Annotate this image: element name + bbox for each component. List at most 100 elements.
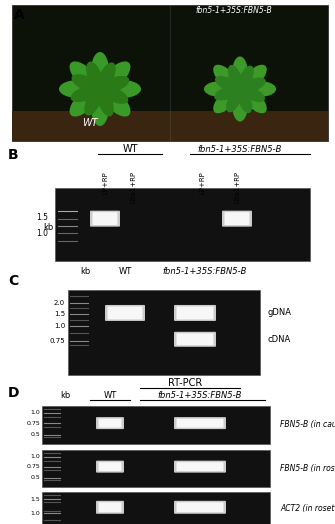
Ellipse shape: [232, 88, 248, 122]
Text: 1.5: 1.5: [36, 213, 48, 222]
Bar: [55, 188, 310, 261]
Ellipse shape: [238, 88, 252, 113]
Ellipse shape: [241, 78, 266, 92]
Ellipse shape: [213, 65, 240, 91]
Ellipse shape: [97, 88, 114, 116]
Text: ACT2 (in rosette): ACT2 (in rosette): [280, 505, 335, 514]
Bar: [12, 111, 328, 141]
Text: 1.5: 1.5: [54, 311, 65, 317]
FancyBboxPatch shape: [96, 501, 124, 514]
FancyBboxPatch shape: [174, 332, 216, 347]
Text: 0.75: 0.75: [49, 338, 65, 344]
Text: LBa1+RP: LBa1+RP: [234, 171, 240, 203]
Ellipse shape: [86, 61, 103, 90]
Ellipse shape: [241, 86, 265, 102]
Ellipse shape: [84, 88, 102, 116]
FancyBboxPatch shape: [177, 503, 223, 512]
Text: LP+RP: LP+RP: [102, 171, 108, 194]
Bar: [42, 450, 270, 487]
Text: WT: WT: [104, 391, 117, 400]
Bar: [12, 5, 328, 141]
Bar: [12, 5, 328, 141]
Text: kb: kb: [60, 391, 70, 400]
Ellipse shape: [243, 81, 276, 97]
FancyBboxPatch shape: [177, 333, 213, 345]
Text: 0.75: 0.75: [26, 464, 40, 469]
Text: FBN5-B (in rosette): FBN5-B (in rosette): [280, 464, 335, 473]
Text: 1.0: 1.0: [54, 323, 65, 329]
Ellipse shape: [91, 88, 109, 126]
Text: 1.0: 1.0: [30, 510, 40, 516]
Text: B: B: [8, 148, 19, 162]
FancyBboxPatch shape: [177, 307, 213, 320]
Text: C: C: [8, 274, 18, 288]
Ellipse shape: [241, 65, 267, 91]
Text: 1.0: 1.0: [30, 454, 40, 459]
Ellipse shape: [59, 80, 97, 98]
Ellipse shape: [204, 81, 238, 97]
Text: fbn5-1+35S:FBN5-B: fbn5-1+35S:FBN5-B: [195, 6, 272, 15]
FancyBboxPatch shape: [224, 212, 250, 225]
Text: WT: WT: [118, 267, 132, 276]
Ellipse shape: [238, 66, 254, 90]
Ellipse shape: [91, 52, 109, 90]
FancyBboxPatch shape: [177, 419, 223, 428]
FancyBboxPatch shape: [174, 417, 226, 429]
Text: fbn5-1+35S:FBN5-B: fbn5-1+35S:FBN5-B: [198, 145, 282, 154]
Text: WT: WT: [82, 118, 97, 128]
Text: RT-PCR: RT-PCR: [168, 378, 202, 388]
Ellipse shape: [101, 61, 130, 91]
Ellipse shape: [101, 76, 129, 93]
Ellipse shape: [214, 86, 239, 101]
Text: D: D: [8, 386, 19, 400]
Text: 0.5: 0.5: [30, 432, 40, 437]
Text: 0.5: 0.5: [30, 475, 40, 481]
Text: 1.0: 1.0: [36, 228, 48, 237]
FancyBboxPatch shape: [108, 307, 142, 320]
FancyBboxPatch shape: [98, 462, 122, 471]
Ellipse shape: [71, 85, 99, 102]
Ellipse shape: [228, 65, 243, 90]
FancyBboxPatch shape: [177, 462, 223, 471]
FancyBboxPatch shape: [90, 211, 120, 227]
FancyBboxPatch shape: [174, 305, 216, 321]
Text: LBa1+RP: LBa1+RP: [130, 171, 136, 203]
Ellipse shape: [98, 62, 116, 90]
Text: kb: kb: [43, 223, 53, 232]
Text: kb: kb: [80, 267, 90, 276]
Bar: [42, 492, 270, 524]
Text: cDNA: cDNA: [268, 335, 291, 344]
Text: 2.0: 2.0: [54, 300, 65, 305]
FancyBboxPatch shape: [98, 419, 122, 428]
Text: fbn5-1+35S:FBN5-B: fbn5-1+35S:FBN5-B: [158, 391, 242, 400]
Text: LP+RP: LP+RP: [199, 171, 205, 194]
Ellipse shape: [70, 61, 99, 91]
FancyBboxPatch shape: [105, 305, 145, 321]
Text: gDNA: gDNA: [268, 309, 292, 318]
Ellipse shape: [241, 87, 267, 113]
Ellipse shape: [226, 88, 242, 113]
FancyBboxPatch shape: [174, 501, 226, 514]
Ellipse shape: [213, 87, 240, 113]
Text: A: A: [14, 8, 25, 22]
Text: fbn5-1+35S:FBN5-B: fbn5-1+35S:FBN5-B: [163, 267, 247, 276]
FancyBboxPatch shape: [222, 211, 252, 227]
Text: 0.75: 0.75: [26, 421, 40, 425]
Ellipse shape: [70, 87, 99, 117]
FancyBboxPatch shape: [92, 212, 118, 225]
FancyBboxPatch shape: [96, 461, 124, 473]
Ellipse shape: [101, 87, 130, 117]
Text: 1.5: 1.5: [30, 497, 40, 502]
Ellipse shape: [215, 76, 240, 92]
Text: WT: WT: [122, 144, 138, 154]
Text: 1.0: 1.0: [30, 410, 40, 416]
FancyBboxPatch shape: [96, 417, 124, 429]
Ellipse shape: [103, 80, 141, 98]
FancyBboxPatch shape: [98, 503, 122, 512]
Bar: [42, 406, 270, 444]
Ellipse shape: [232, 57, 248, 90]
Ellipse shape: [72, 74, 99, 92]
Ellipse shape: [100, 86, 128, 104]
FancyBboxPatch shape: [174, 461, 226, 473]
Text: FBN5-B (in caulin): FBN5-B (in caulin): [280, 420, 335, 430]
